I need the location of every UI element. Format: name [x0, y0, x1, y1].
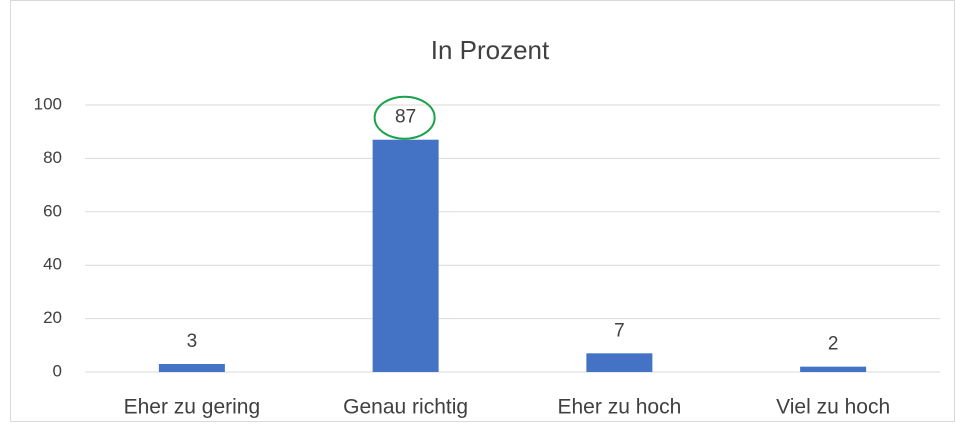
highlight-circle: [373, 95, 436, 140]
y-tick-label: 80: [43, 148, 62, 167]
y-tick-label: 0: [53, 361, 62, 380]
bar: [800, 366, 867, 372]
chart-title: In Prozent: [431, 35, 550, 65]
y-tick-label: 20: [43, 308, 62, 327]
data-label: 87: [395, 107, 416, 128]
x-tick-label: Eher zu gering: [124, 396, 261, 419]
data-label: 3: [187, 331, 198, 352]
data-label: 2: [828, 334, 839, 355]
data-label: 7: [614, 320, 625, 341]
bar: [158, 363, 225, 372]
y-tick-label: 40: [43, 255, 62, 274]
x-tick-label: Genau richtig: [343, 396, 468, 419]
x-tick-label: Viel zu hoch: [776, 396, 890, 419]
bar: [586, 353, 653, 372]
x-tick-label: Eher zu hoch: [558, 396, 682, 419]
y-tick-label: 60: [43, 201, 62, 220]
bar: [372, 139, 439, 372]
y-tick-label: 100: [34, 94, 62, 113]
